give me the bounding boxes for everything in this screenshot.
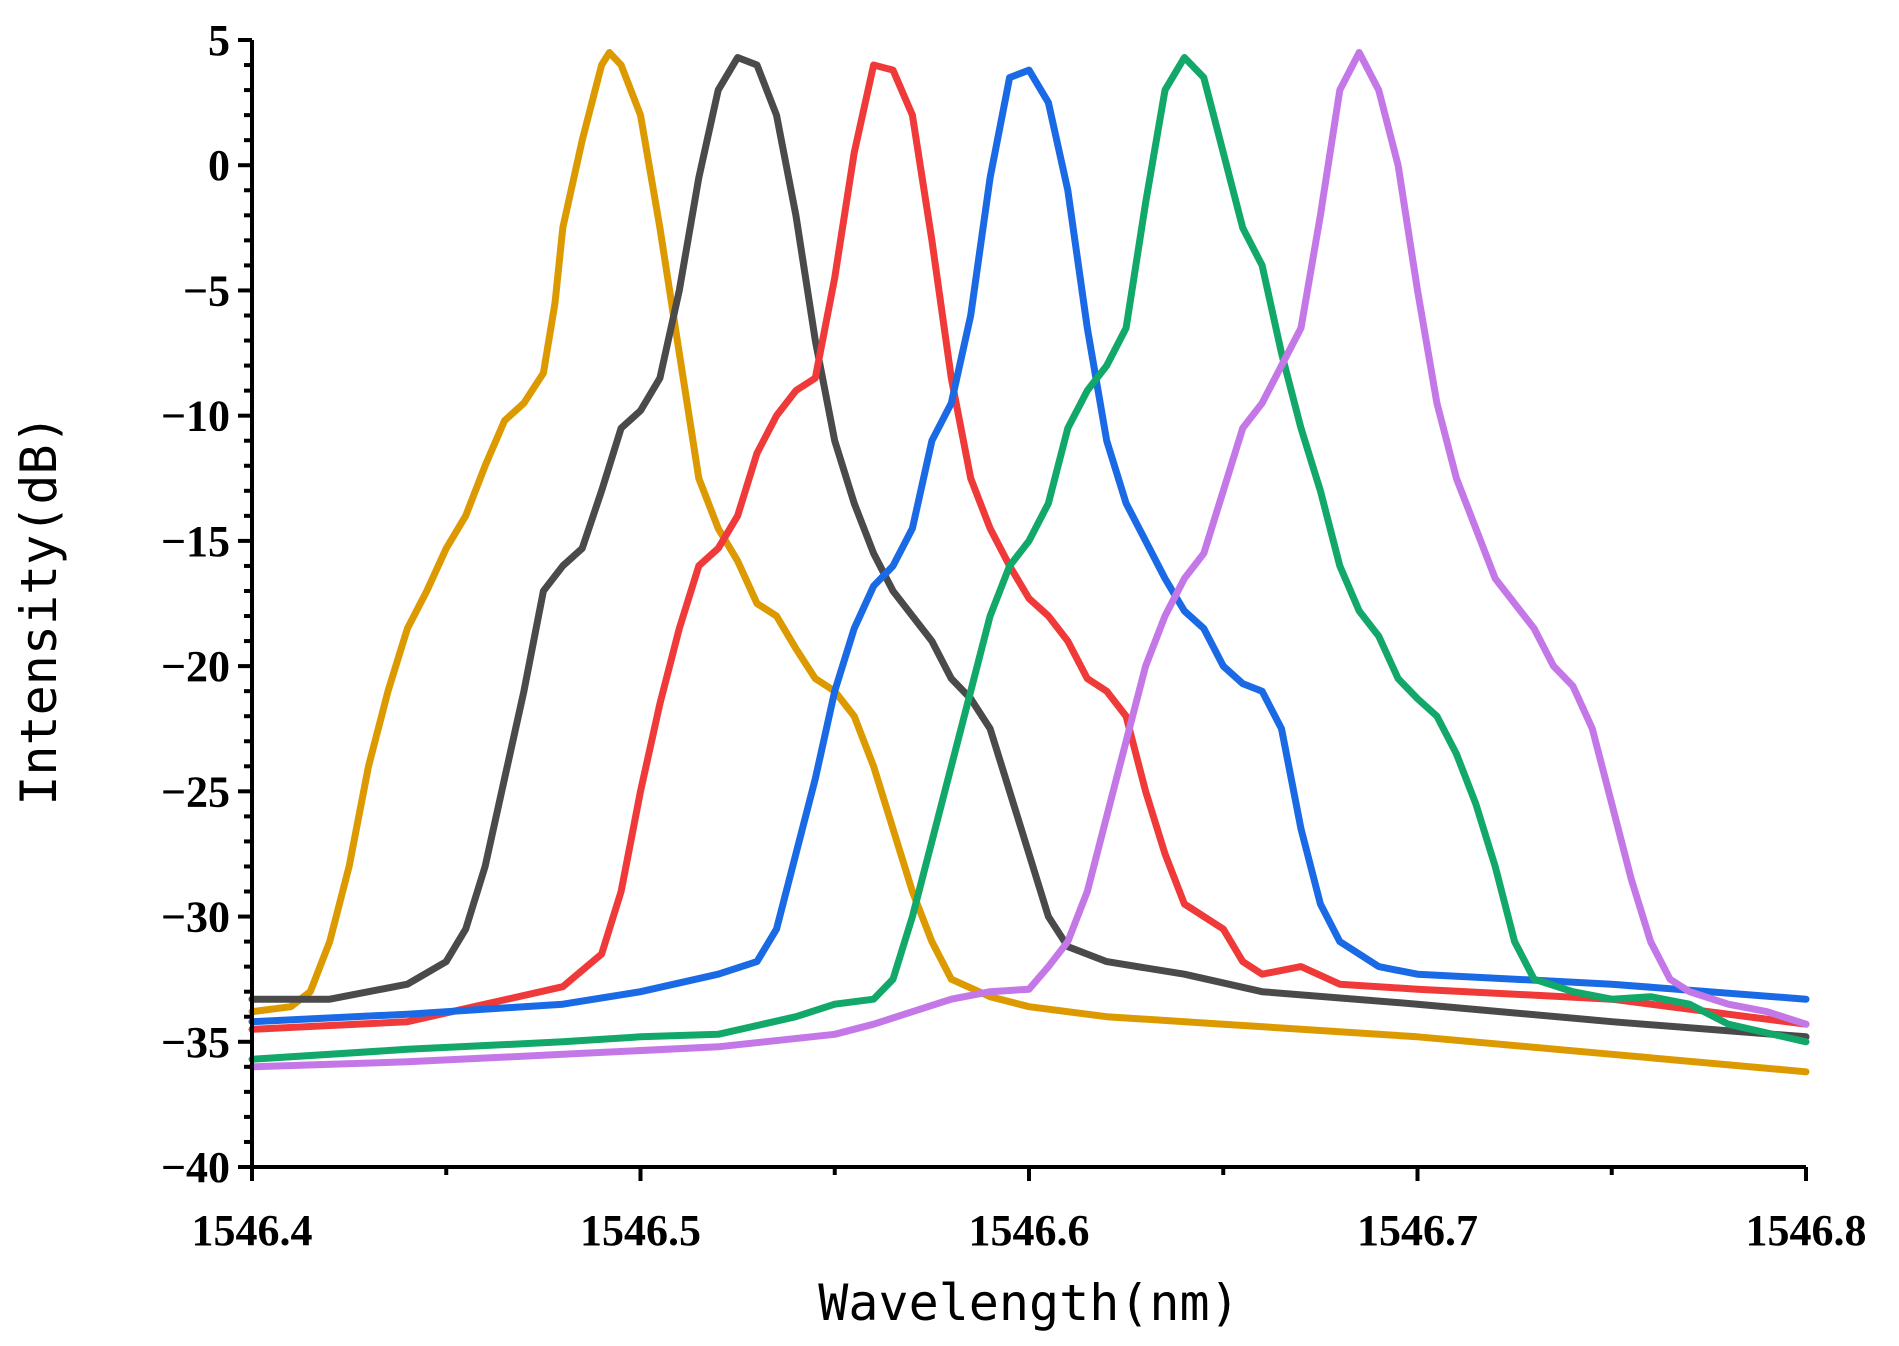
series-line-orange [248,49,1810,1076]
x-tick-label: 1546.4 [192,1206,313,1255]
series-layer [248,49,1810,1076]
y-tick-label: −10 [161,392,230,441]
y-tick-label: −15 [161,517,230,566]
labels-layer: 5 0 −5 −10 −15 −20 −25 −30 −35 −40 1546.4 1546.5 154… [161,16,1867,1255]
y-tick-label: −35 [161,1018,230,1067]
series-line-dark-gray [248,54,1810,1041]
x-tick-label: 1546.5 [580,1206,701,1255]
y-tick-label: −20 [161,642,230,691]
y-axis-title: Intensity(dB) [10,414,68,805]
ticks-layer [238,38,1808,1181]
y-tick-label: 0 [208,141,230,190]
y-tick-label: −25 [161,767,230,816]
series-line-green [248,54,1810,1063]
x-tick-label: 1546.7 [1357,1206,1478,1255]
x-tick-label: 1546.8 [1746,1206,1867,1255]
y-tick-label: −5 [183,266,230,315]
y-tick-label: −30 [161,893,230,942]
x-tick-label: 1546.6 [969,1206,1090,1255]
series-line-blue [248,66,1810,1026]
series-line-red [248,61,1810,1033]
y-tick-label: 5 [208,16,230,65]
x-axis-title: Wavelength(nm) [818,1274,1239,1332]
y-tick-label: −40 [161,1143,230,1192]
series-line-purple [248,49,1810,1071]
